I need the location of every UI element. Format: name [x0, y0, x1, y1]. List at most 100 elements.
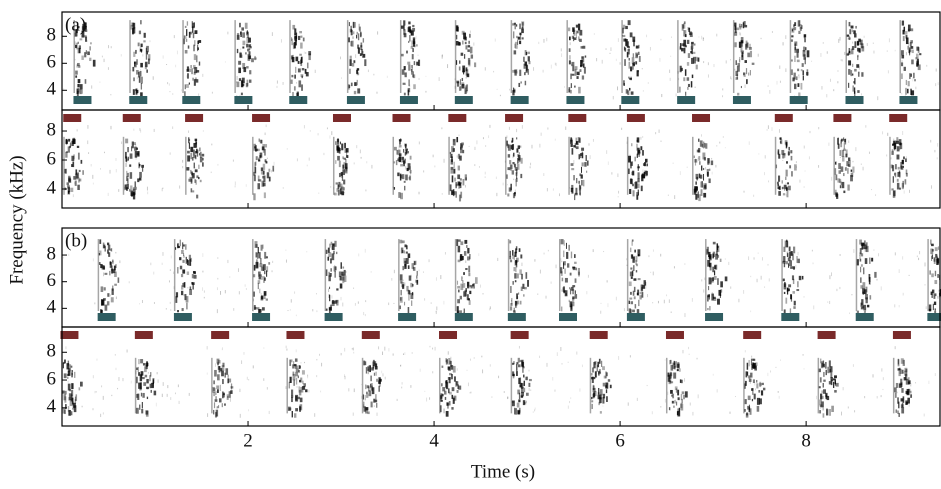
onset — [508, 239, 510, 311]
syllable-texture — [300, 387, 303, 393]
noise — [750, 276, 751, 277]
noise — [483, 137, 484, 139]
noise — [882, 131, 883, 134]
noise — [827, 51, 828, 53]
syllable-texture — [222, 365, 225, 371]
syllable-texture — [371, 402, 373, 408]
noise — [286, 346, 287, 349]
noise — [687, 167, 688, 168]
syllable-texture — [290, 377, 292, 383]
syllable-texture — [104, 287, 106, 290]
syllable-texture — [224, 373, 225, 378]
noise — [476, 140, 477, 144]
noise — [290, 309, 291, 310]
noise — [668, 195, 669, 196]
syllable-texture — [510, 260, 512, 263]
syllable-texture — [237, 35, 240, 40]
syllable-texture — [408, 294, 409, 300]
noise — [420, 369, 421, 372]
syllable-texture — [132, 141, 134, 148]
syllable-texture — [366, 367, 367, 373]
syllable-texture — [628, 169, 630, 174]
syllable-texture — [709, 294, 710, 299]
noise — [361, 157, 362, 159]
syllable-texture — [467, 294, 469, 300]
syllable-texture — [793, 279, 794, 284]
syllable-texture — [376, 403, 377, 408]
syllable-texture — [461, 145, 463, 148]
syllable-texture — [638, 254, 639, 256]
syllable-texture — [894, 141, 896, 147]
noise — [92, 408, 93, 410]
syllable-texture — [85, 79, 87, 84]
syllable-texture — [514, 408, 515, 415]
noise — [546, 363, 547, 367]
syllable-texture — [692, 75, 694, 78]
syllable-texture — [835, 168, 837, 175]
noise — [701, 134, 702, 136]
syllable-marker — [182, 96, 200, 104]
noise — [318, 133, 319, 135]
syllable-texture — [459, 66, 461, 70]
syllable-texture — [524, 62, 527, 66]
noise — [895, 252, 896, 255]
syllable-texture — [367, 385, 370, 388]
syllable-texture — [748, 396, 751, 400]
noise — [328, 289, 329, 292]
noise — [468, 383, 469, 387]
noise — [68, 381, 69, 383]
syllable-texture — [332, 300, 334, 304]
onset — [135, 358, 137, 414]
syllable-texture — [695, 181, 696, 184]
syllable-marker — [705, 313, 723, 321]
syllable-texture — [749, 44, 750, 48]
syllable-texture — [198, 177, 199, 179]
syllable-texture — [239, 78, 241, 81]
syllable-texture — [507, 193, 509, 196]
syllable-texture — [475, 277, 478, 284]
syllable-texture — [799, 276, 802, 280]
noise — [479, 166, 480, 167]
noise — [203, 130, 204, 132]
syllable-texture — [77, 89, 79, 94]
noise — [593, 249, 594, 252]
syllable-texture — [182, 283, 185, 287]
syllable-texture — [569, 287, 570, 289]
noise — [887, 50, 888, 51]
syllable-texture — [459, 195, 461, 202]
noise — [304, 125, 305, 128]
syllable-texture — [826, 409, 828, 415]
noise — [652, 302, 653, 303]
syllable-texture — [259, 289, 260, 294]
noise — [412, 352, 413, 354]
syllable-texture — [90, 42, 91, 44]
noise — [371, 271, 372, 272]
syllable-texture — [416, 280, 418, 285]
syllable-texture — [194, 30, 197, 34]
noise — [404, 352, 405, 355]
syllable-texture — [579, 30, 582, 36]
syllable-texture — [594, 391, 596, 396]
syllable-texture — [677, 364, 680, 369]
syllable-texture — [77, 146, 79, 148]
syllable-texture — [261, 276, 263, 280]
noise — [320, 391, 321, 393]
syllable-texture — [593, 362, 595, 368]
syllable-texture — [578, 36, 579, 40]
syllable-texture — [637, 178, 639, 182]
syllable-texture — [335, 141, 336, 145]
syllable-texture — [581, 148, 584, 151]
syllable-texture — [840, 166, 843, 172]
noise — [799, 74, 800, 78]
syllable-texture — [855, 26, 856, 29]
syllable-texture — [863, 267, 864, 274]
syllable-texture — [610, 385, 612, 388]
syllable-texture — [350, 26, 351, 32]
noise — [854, 410, 855, 412]
syllable-texture — [701, 189, 703, 196]
noise — [384, 347, 385, 351]
syllable-texture — [239, 53, 241, 58]
noise — [316, 375, 317, 377]
syllable-texture — [107, 301, 109, 305]
syllable-texture — [827, 367, 829, 373]
